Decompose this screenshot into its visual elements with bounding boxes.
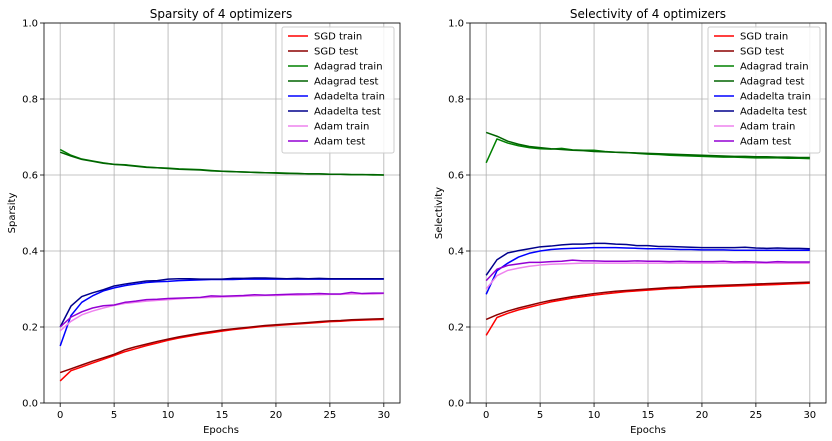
y-tick-label: 0.2 xyxy=(448,323,464,334)
series-line xyxy=(59,151,384,176)
y-tick-label: 0.8 xyxy=(22,95,38,106)
y-tick-label: 0.8 xyxy=(448,95,464,106)
legend-entry: Adam train xyxy=(314,122,369,133)
x-tick-label: 0 xyxy=(483,410,489,421)
y-tick-label: 1.0 xyxy=(448,19,464,30)
legend-entry: Adam test xyxy=(314,137,365,148)
series-line xyxy=(485,282,810,336)
series-line xyxy=(485,131,810,159)
legend: SGD train SGD test Adagrad train Adagrad te… xyxy=(281,26,395,154)
x-tick-label: 30 xyxy=(377,410,390,421)
legend-entry: Adadelta train xyxy=(314,92,385,103)
y-axis-label: Sparsity xyxy=(7,193,18,234)
y-tick-label: 0.6 xyxy=(22,171,38,182)
legend-entry: Adadelta train xyxy=(740,92,811,103)
legend-entry: Adam train xyxy=(740,122,795,133)
selectivity-chart: Selectivity of 4 optimizers Epochs Selec… xyxy=(434,7,827,436)
x-tick-label: 10 xyxy=(162,410,175,421)
series-line xyxy=(485,281,810,321)
x-tick-label: 15 xyxy=(216,410,229,421)
y-tick-label: 0.4 xyxy=(448,247,464,258)
series-line xyxy=(485,138,810,164)
series-line xyxy=(59,318,384,382)
legend-entry: Adam test xyxy=(740,137,791,148)
y-tick-label: 0.4 xyxy=(22,247,38,258)
x-tick-label: 15 xyxy=(642,410,655,421)
legend-box xyxy=(281,26,395,154)
x-tick-label: 5 xyxy=(537,410,543,421)
legend-entry: SGD test xyxy=(740,47,784,58)
x-tick-label: 30 xyxy=(803,410,816,421)
legend-entry: Adadelta test xyxy=(740,107,807,118)
x-tick-label: 20 xyxy=(270,410,283,421)
legend-entry: Adagrad train xyxy=(740,62,809,73)
sparsity-chart: Sparsity of 4 optimizers Epochs Sparsity… xyxy=(7,7,401,436)
series-lines xyxy=(59,148,384,382)
y-tick-label: 0.0 xyxy=(22,399,38,410)
legend-entry: SGD test xyxy=(314,47,358,58)
series-line xyxy=(485,259,810,282)
x-tick-label: 20 xyxy=(696,410,709,421)
ticks: 0 5 10 15 20 25 30 0.0 0.2 0.4 0.6 0.8 1.0 xyxy=(448,19,816,422)
y-tick-label: 0.0 xyxy=(448,399,464,410)
x-tick-label: 25 xyxy=(750,410,763,421)
y-tick-label: 0.2 xyxy=(22,323,38,334)
series-line xyxy=(485,262,810,290)
series-line xyxy=(59,277,384,328)
legend-entry: SGD train xyxy=(314,32,362,43)
series-line xyxy=(485,246,810,295)
x-tick-label: 0 xyxy=(57,410,63,421)
series-line xyxy=(59,317,384,374)
y-axis-label: Selectivity xyxy=(434,187,445,239)
legend-entry: Adagrad test xyxy=(740,77,805,88)
x-tick-label: 25 xyxy=(324,410,337,421)
legend: SGD train SGD test Adagrad train Adagrad te… xyxy=(707,26,821,154)
legend-entry: Adadelta test xyxy=(314,107,381,118)
x-axis-label: Epochs xyxy=(630,425,666,436)
ticks: 0 5 10 15 20 25 30 0.0 0.2 0.4 0.6 0.8 1.0 xyxy=(22,19,390,422)
x-tick-label: 10 xyxy=(588,410,601,421)
y-tick-label: 1.0 xyxy=(22,19,38,30)
series-line xyxy=(59,291,384,328)
legend-entry: SGD train xyxy=(740,32,788,43)
legend-entry: Adagrad train xyxy=(314,62,383,73)
x-tick-label: 5 xyxy=(111,410,117,421)
chart-title: Selectivity of 4 optimizers xyxy=(570,7,726,21)
x-axis-label: Epochs xyxy=(203,425,239,436)
series-line xyxy=(485,242,810,276)
chart-title: Sparsity of 4 optimizers xyxy=(150,7,292,21)
legend-box xyxy=(707,26,821,154)
y-tick-label: 0.6 xyxy=(448,171,464,182)
series-lines xyxy=(485,131,810,336)
legend-entry: Adagrad test xyxy=(314,77,379,88)
